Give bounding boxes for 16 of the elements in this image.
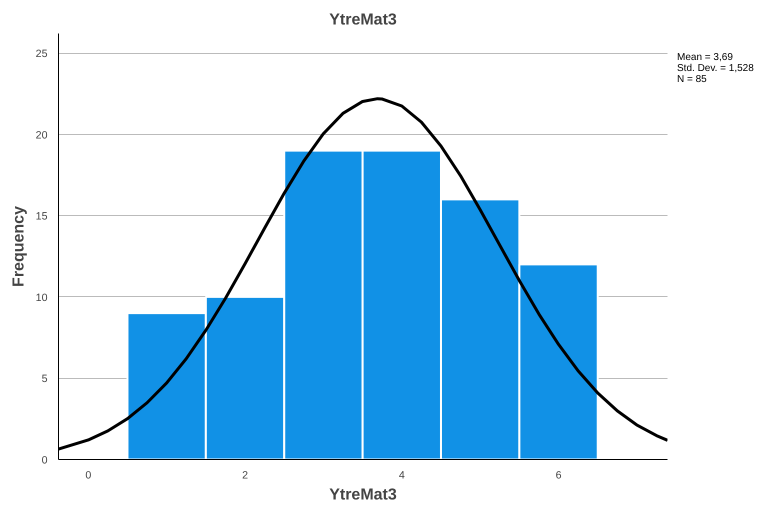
x-axis-title: YtreMat3 [329,486,397,504]
y-tick-label: 15 [36,210,48,223]
text: Std. Dev. = 1,528 [677,63,754,74]
x-tick-label: 4 [398,470,405,482]
y-tick-label: 10 [36,292,48,304]
x-tick-label: 6 [556,470,562,482]
x-tick-label: 0 [85,470,92,482]
y-tick-label: 0 [42,454,48,466]
text: N = 85 [677,74,707,85]
chart-title: YtreMat3 [329,12,397,28]
y-tick-label: 20 [36,129,48,142]
y-axis-title: Frequency [10,206,28,287]
x-tick-label: 2 [242,470,248,482]
text: Mean = 3,69 [677,52,733,63]
y-tick-label: 5 [42,373,48,386]
y-tick-label: 25 [36,48,48,60]
